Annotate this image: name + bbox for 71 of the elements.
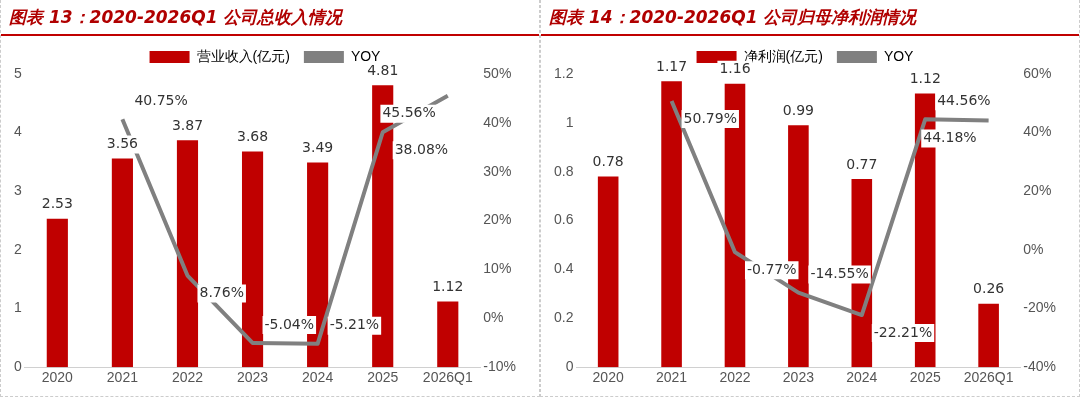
data-label: 3.49 [302,139,334,156]
data-label: -0.77% [746,260,797,277]
y2-tick-label: 20% [483,211,512,228]
y-tick-label: 4 [13,123,22,140]
y-tick-label: 1.2 [553,64,574,81]
data-label: 0.99 [782,101,814,118]
y2-tick-label: 0% [483,309,504,326]
data-label: 8.76% [199,284,244,301]
y-tick-label: 1 [565,113,574,130]
data-label: 3.56 [106,135,139,152]
y2-tick-label: -20% [1023,299,1056,316]
x-tick-label: 2024 [846,369,878,386]
y-tick-label: 0 [565,358,574,375]
x-tick-label: 2021 [106,369,139,386]
y-tick-label: 0 [13,358,22,375]
x-tick-label: 2021 [656,369,688,386]
y2-tick-label: -10% [483,358,516,375]
y2-tick-label: 30% [483,162,512,179]
x-tick-label: 2024 [302,369,334,386]
y-tick-label: 0.2 [553,309,574,326]
data-label: 0.77 [846,155,878,172]
chart-title: 图表 14：2020-2026Q1 公司归母净利润情况 [541,0,1079,36]
data-label: 45.56% [382,104,436,121]
data-label: 1.16 [719,60,751,77]
x-tick-label: 2023 [236,369,269,386]
y-tick-label: 3 [13,182,22,199]
data-label: -22.21% [873,323,933,340]
y2-tick-label: 60% [1023,64,1052,81]
data-label: 1.12 [909,70,941,87]
data-label: 50.79% [683,109,737,126]
chart-title: 图表 13：2020-2026Q1 公司总收入情况 [1,0,539,36]
x-tick-label: 2022 [171,369,204,386]
data-label: 0.26 [973,280,1005,297]
x-tick-label: 2025 [909,369,941,386]
y2-tick-label: 10% [483,260,512,277]
x-tick-label: 2022 [719,369,751,386]
data-label: 38.08% [394,140,449,157]
legend-label: 营业收入(亿元) [196,47,290,64]
data-label: 44.56% [937,91,991,108]
x-tick-label: 2020 [592,369,624,386]
x-tick-label: 2026Q1 [963,369,1014,386]
y-tick-label: 0.8 [553,162,574,179]
y2-tick-label: 40% [483,113,512,130]
y-tick-label: 1 [13,299,22,316]
y-tick-label: 0.4 [553,260,574,277]
data-label: -14.55% [810,265,869,282]
data-label: 40.75% [134,91,188,108]
y-tick-label: 2 [13,240,22,257]
data-label: 3.87 [171,116,204,133]
data-label: -5.21% [329,316,380,333]
data-label: 1.12 [432,278,464,295]
legend-label: YOY [350,47,382,64]
x-tick-label: 2026Q1 [422,369,473,386]
x-tick-label: 2020 [41,369,74,386]
data-label: 44.18% [923,129,977,146]
y-tick-label: 0.6 [553,211,574,228]
y2-tick-label: -40% [1023,358,1056,375]
y2-tick-label: 0% [1023,240,1044,257]
data-label: 2.53 [41,195,73,212]
y2-tick-label: 40% [1023,123,1052,140]
data-label: 0.78 [592,153,624,170]
y2-tick-label: 20% [1023,182,1052,199]
legend-label: YOY [883,47,915,64]
y2-tick-label: 50% [483,64,512,81]
data-label: 3.68 [236,128,269,145]
y-tick-label: 5 [13,64,22,81]
data-label: -5.04% [264,315,315,332]
x-tick-label: 2025 [367,369,399,386]
x-tick-label: 2023 [782,369,815,386]
data-label: 4.81 [367,61,399,78]
data-label: 1.17 [655,57,688,74]
